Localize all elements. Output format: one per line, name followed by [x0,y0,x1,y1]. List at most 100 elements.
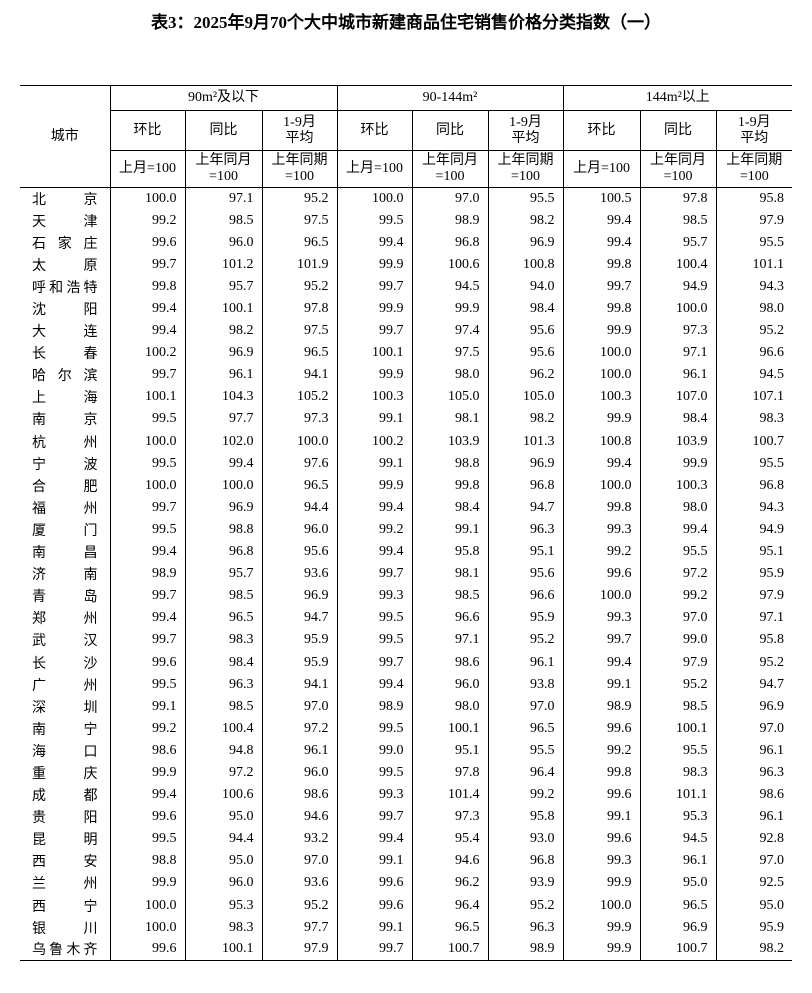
value-cell: 99.6 [562,717,641,740]
value-cell: 99.9 [109,761,186,785]
value-cell: 99.9 [562,916,641,939]
city-cell: 长沙 [20,651,111,674]
value-cell: 99.1 [336,850,413,873]
price-index-table: 城市 90m²及以下 90-144m² 144m²以上 环比 同比 1-9月 平均 环比 同比… [20,85,793,962]
table-row: 广州 99.5 96.3 94.1 99.4 96.0 93.8 99.1 95.2 94.7 [20,673,793,696]
value-cell: 98.6 [411,651,489,674]
value-cell: 97.2 [184,761,263,785]
value-cell: 96.9 [487,231,564,254]
value-cell: 99.4 [562,651,641,674]
value-cell: 99.8 [562,253,641,276]
value-cell: 99.5 [336,717,413,740]
value-cell: 102.0 [184,430,263,453]
value-cell: 94.0 [487,275,564,298]
value-cell: 99.4 [562,209,641,232]
value-cell: 99.2 [639,585,717,608]
city-cell: 大连 [20,320,111,343]
value-cell: 97.0 [487,695,564,718]
value-cell: 100.4 [184,717,263,740]
value-cell: 100.0 [109,916,186,939]
value-cell: 99.7 [336,320,413,343]
value-cell: 94.7 [715,673,793,696]
value-cell: 98.8 [109,850,186,873]
value-cell: 98.8 [184,518,263,541]
value-cell: 96.2 [487,364,564,387]
value-cell: 100.7 [715,430,793,453]
value-cell: 98.8 [411,452,489,475]
value-cell: 99.5 [336,209,413,232]
value-cell: 99.4 [639,518,717,541]
base-header: 上年同期 =100 [261,150,338,188]
value-cell: 100.7 [639,938,717,962]
value-cell: 95.2 [715,320,793,343]
header-cell: 城市 [20,85,111,188]
value-cell: 95.8 [715,187,793,210]
value-cell: 97.7 [261,916,338,939]
value-cell: 93.0 [487,828,564,851]
value-cell: 95.1 [487,541,564,564]
value-cell: 96.1 [715,739,793,762]
value-cell: 98.1 [411,563,489,586]
value-cell: 95.6 [487,342,564,365]
value-cell: 99.9 [562,938,641,962]
value-cell: 98.2 [487,408,564,431]
value-cell: 96.8 [715,474,793,497]
value-cell: 98.5 [639,209,717,232]
value-cell: 99.1 [562,673,641,696]
value-cell: 99.1 [336,408,413,431]
value-cell: 99.7 [336,275,413,298]
value-cell: 104.3 [184,386,263,409]
city-cell: 长春 [20,342,111,365]
table-row: 福州 99.7 96.9 94.4 99.4 98.4 94.7 99.8 98.0 94.3 [20,496,793,519]
value-cell: 100.0 [109,187,186,210]
value-cell: 95.0 [184,850,263,873]
value-cell: 99.5 [109,518,186,541]
value-cell: 105.0 [411,386,489,409]
value-cell: 99.7 [562,629,641,652]
value-cell: 95.3 [184,894,263,917]
column-header: 同比 [639,110,717,151]
value-cell: 94.9 [715,518,793,541]
value-cell: 99.5 [336,607,413,630]
city-cell: 太原 [20,253,111,276]
table-row: 成都 99.4 100.6 98.6 99.3 101.4 99.2 99.6 101.1 98.… [20,784,793,807]
city-cell: 郑州 [20,607,111,630]
value-cell: 99.8 [562,761,641,785]
table-row: 石家庄 99.6 96.0 96.5 99.4 96.8 96.9 99.4 95.7 95.5 [20,231,793,254]
value-cell: 96.6 [411,607,489,630]
value-cell: 97.1 [411,629,489,652]
base-header: 上年同期 =100 [487,150,564,188]
value-cell: 93.2 [261,828,338,851]
value-cell: 98.9 [336,695,413,718]
table-row: 重庆 99.9 97.2 96.0 99.5 97.8 96.4 99.8 98.3 96.3 [20,761,793,785]
value-cell: 96.6 [715,342,793,365]
value-cell: 98.5 [411,585,489,608]
value-cell: 101.2 [184,253,263,276]
city-cell: 南宁 [20,717,111,740]
value-cell: 95.5 [639,541,717,564]
value-cell: 99.6 [336,894,413,917]
value-cell: 96.8 [184,541,263,564]
table-row: 哈尔滨 99.7 96.1 94.1 99.9 98.0 96.2 100.0 96.1 94.5 [20,364,793,387]
value-cell: 99.9 [109,872,186,895]
value-cell: 101.4 [411,784,489,807]
city-cell: 呼和浩特 [20,275,111,298]
value-cell: 94.1 [261,364,338,387]
value-cell: 95.9 [261,629,338,652]
table-row: 南昌 99.4 96.8 95.6 99.4 95.8 95.1 99.2 95.5 95.1 [20,541,793,564]
value-cell: 99.4 [109,297,186,321]
value-cell: 100.1 [411,717,489,740]
value-cell: 96.5 [261,342,338,365]
value-cell: 94.3 [715,496,793,519]
column-header: 1-9月 平均 [261,110,338,151]
value-cell: 98.3 [639,761,717,785]
value-cell: 96.0 [411,673,489,696]
value-cell: 99.6 [562,784,641,807]
value-cell: 95.2 [639,673,717,696]
table-row: 南宁 99.2 100.4 97.2 99.5 100.1 96.5 99.6 100.1 97.… [20,717,793,740]
value-cell: 99.2 [109,717,186,740]
value-cell: 95.9 [261,651,338,674]
value-cell: 98.4 [411,496,489,519]
value-cell: 99.7 [109,496,186,519]
